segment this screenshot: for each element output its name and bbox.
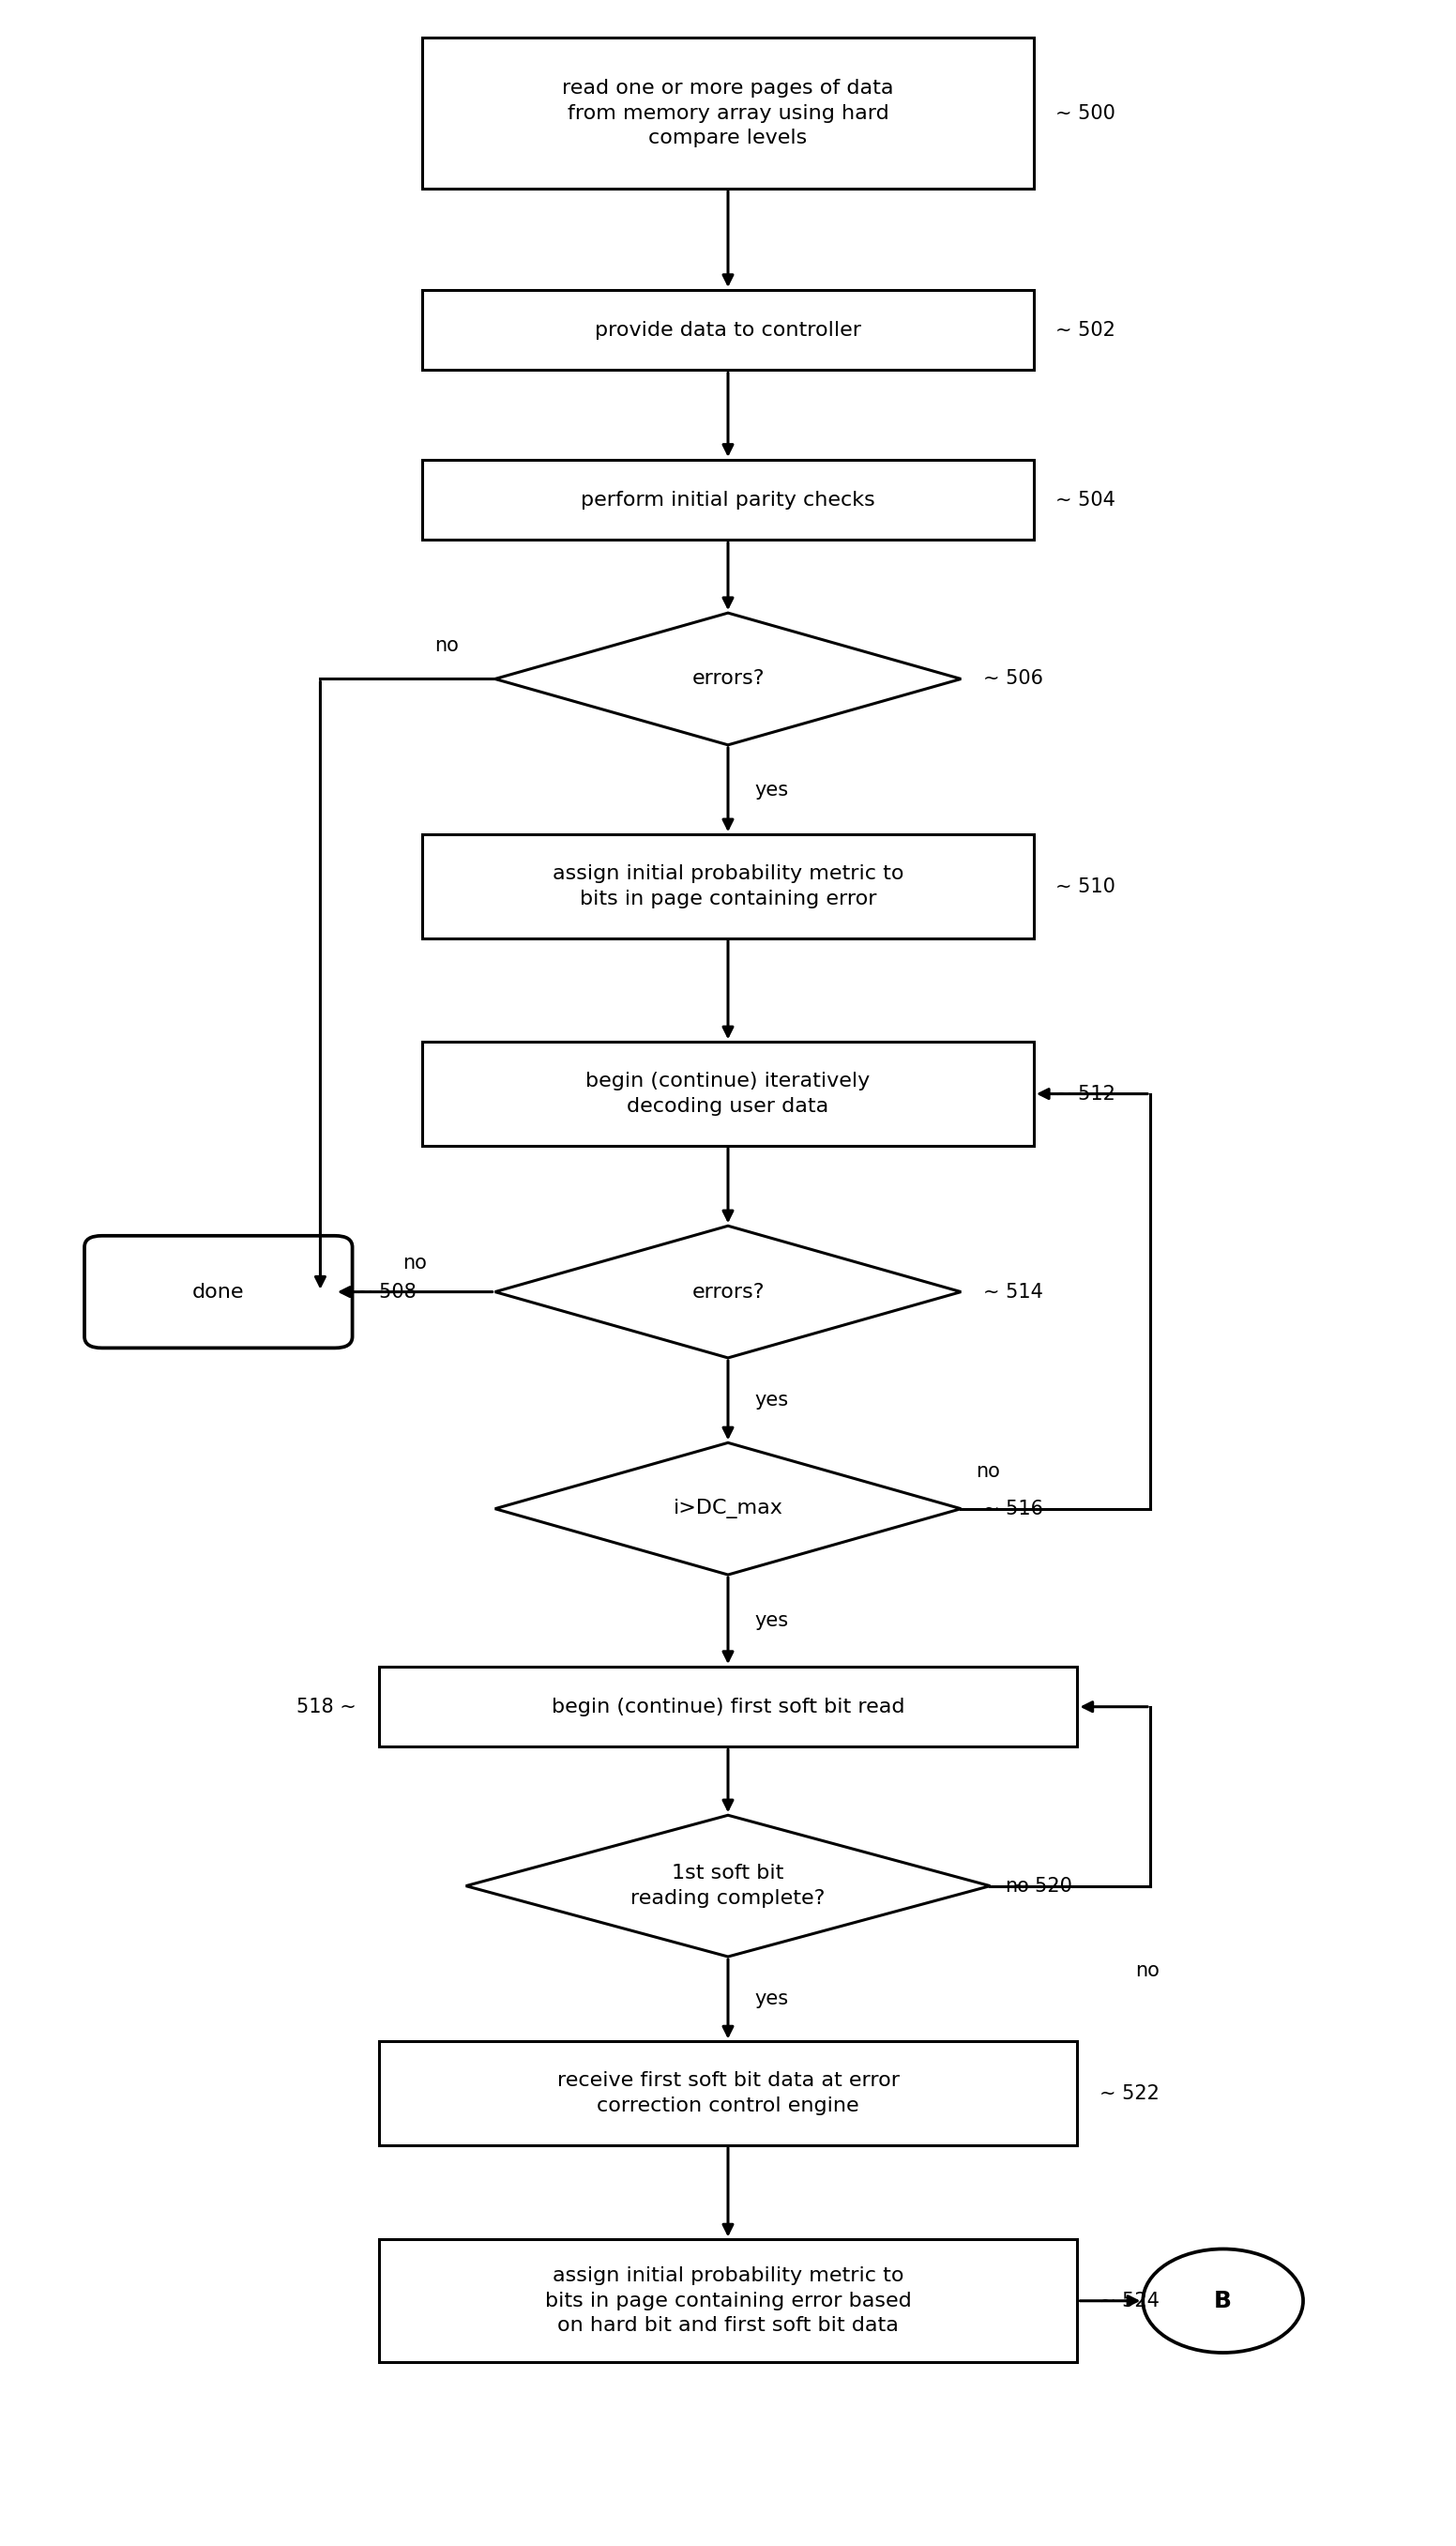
Text: errors?: errors? bbox=[692, 670, 764, 687]
Text: provide data to controller: provide data to controller bbox=[596, 321, 860, 339]
Text: ~ 508: ~ 508 bbox=[357, 1283, 416, 1301]
Text: ~ 504: ~ 504 bbox=[1056, 491, 1115, 509]
Text: begin (continue) iteratively
decoding user data: begin (continue) iteratively decoding us… bbox=[585, 1072, 871, 1115]
FancyBboxPatch shape bbox=[84, 1235, 352, 1347]
Text: 518 ~: 518 ~ bbox=[297, 1698, 357, 1716]
Text: no: no bbox=[1136, 1960, 1160, 1981]
Text: ~ 510: ~ 510 bbox=[1056, 876, 1115, 896]
Text: assign initial probability metric to
bits in page containing error based
on hard: assign initial probability metric to bit… bbox=[545, 2266, 911, 2335]
Text: yes: yes bbox=[754, 779, 788, 799]
FancyBboxPatch shape bbox=[422, 290, 1034, 369]
Text: ~ 502: ~ 502 bbox=[1056, 321, 1115, 339]
Text: read one or more pages of data
from memory array using hard
compare levels: read one or more pages of data from memo… bbox=[562, 79, 894, 148]
Text: errors?: errors? bbox=[692, 1283, 764, 1301]
Text: ~ 500: ~ 500 bbox=[1056, 104, 1115, 122]
FancyBboxPatch shape bbox=[422, 1041, 1034, 1146]
Polygon shape bbox=[495, 1444, 961, 1576]
Circle shape bbox=[1143, 2248, 1303, 2353]
Text: ~ 506: ~ 506 bbox=[983, 670, 1042, 687]
Text: yes: yes bbox=[754, 1390, 788, 1410]
Text: ~ 522: ~ 522 bbox=[1099, 2085, 1159, 2103]
Text: no: no bbox=[1005, 1876, 1029, 1894]
Polygon shape bbox=[495, 614, 961, 746]
Text: ~ 516: ~ 516 bbox=[983, 1500, 1042, 1517]
FancyBboxPatch shape bbox=[422, 38, 1034, 188]
FancyBboxPatch shape bbox=[379, 2240, 1077, 2363]
FancyBboxPatch shape bbox=[422, 835, 1034, 939]
Text: done: done bbox=[192, 1283, 245, 1301]
Text: no: no bbox=[403, 1255, 427, 1273]
Text: 1st soft bit
reading complete?: 1st soft bit reading complete? bbox=[630, 1864, 826, 1907]
Text: yes: yes bbox=[754, 1988, 788, 2009]
Text: ~ 514: ~ 514 bbox=[983, 1283, 1042, 1301]
Text: receive first soft bit data at error
correction control engine: receive first soft bit data at error cor… bbox=[556, 2072, 900, 2116]
Text: B: B bbox=[1214, 2289, 1232, 2312]
Text: perform initial parity checks: perform initial parity checks bbox=[581, 491, 875, 509]
Text: yes: yes bbox=[754, 1612, 788, 1629]
Text: assign initial probability metric to
bits in page containing error: assign initial probability metric to bit… bbox=[552, 866, 904, 909]
Text: ~ 520: ~ 520 bbox=[1012, 1876, 1072, 1894]
Polygon shape bbox=[495, 1225, 961, 1357]
Polygon shape bbox=[466, 1815, 990, 1958]
FancyBboxPatch shape bbox=[379, 2042, 1077, 2146]
Text: ~ 512: ~ 512 bbox=[1056, 1085, 1115, 1102]
FancyBboxPatch shape bbox=[379, 1668, 1077, 1747]
Text: no: no bbox=[434, 636, 459, 654]
Text: begin (continue) first soft bit read: begin (continue) first soft bit read bbox=[552, 1698, 904, 1716]
Text: i>DC_max: i>DC_max bbox=[673, 1500, 783, 1517]
FancyBboxPatch shape bbox=[422, 461, 1034, 540]
Text: no: no bbox=[976, 1461, 1000, 1479]
Text: ~ 524: ~ 524 bbox=[1099, 2291, 1159, 2309]
